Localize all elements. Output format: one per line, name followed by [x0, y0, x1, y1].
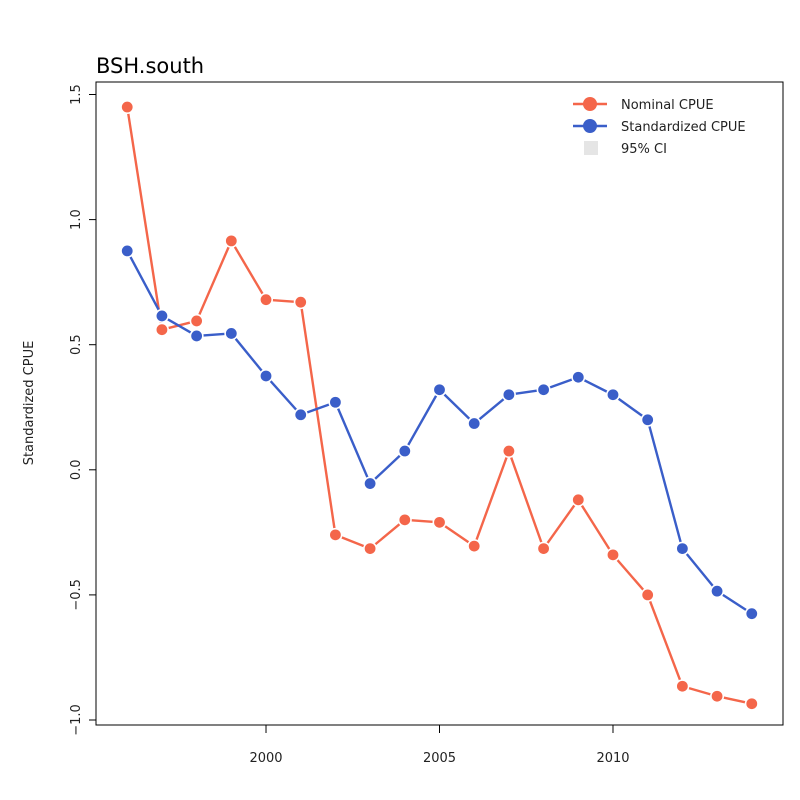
- legend-marker: [583, 97, 597, 111]
- y-tick-label: −1.0: [69, 704, 84, 736]
- series-point: [605, 387, 620, 402]
- legend-ci-swatch: [584, 141, 598, 155]
- series-point: [467, 539, 482, 554]
- series-point: [675, 541, 690, 556]
- series-point: [363, 476, 378, 491]
- y-tick-label: 1.0: [69, 209, 84, 230]
- series-point: [224, 326, 239, 341]
- series-point: [501, 444, 516, 459]
- series-line: [126, 106, 753, 705]
- series-point: [432, 382, 447, 397]
- series-point: [744, 606, 759, 621]
- series-point: [397, 444, 412, 459]
- series-0: [120, 100, 759, 711]
- series-point: [120, 100, 135, 115]
- series-point: [154, 322, 169, 337]
- legend-label: Standardized CPUE: [621, 120, 746, 135]
- series-point: [640, 587, 655, 602]
- series-point: [293, 295, 308, 310]
- series-point: [120, 243, 135, 258]
- x-tick-label: 2000: [249, 751, 282, 766]
- series-point: [328, 527, 343, 542]
- y-tick-label: −0.5: [69, 579, 84, 611]
- series-point: [189, 313, 204, 328]
- series-point: [259, 368, 274, 383]
- legend: Nominal CPUE Standardized CPUE 95% CI: [573, 97, 746, 157]
- y-tick-label: 1.5: [69, 84, 84, 105]
- series-point: [744, 696, 759, 711]
- y-axis-label: Standardized CPUE: [22, 341, 37, 466]
- legend-label: 95% CI: [621, 142, 667, 157]
- series-point: [432, 515, 447, 530]
- series-point: [710, 689, 725, 704]
- y-tick-label: 0.0: [69, 459, 84, 480]
- series-point: [675, 679, 690, 694]
- series-1: [120, 243, 759, 621]
- series-point: [536, 541, 551, 556]
- plot-frame: [95, 81, 784, 726]
- series-point: [605, 547, 620, 562]
- legend-label: Nominal CPUE: [621, 98, 714, 113]
- series-point: [467, 416, 482, 431]
- series-point: [328, 395, 343, 410]
- series-point: [293, 407, 308, 422]
- series-point: [189, 328, 204, 343]
- series-point: [536, 382, 551, 397]
- series-point: [571, 370, 586, 385]
- series-point: [571, 492, 586, 507]
- series-point: [640, 412, 655, 427]
- series-point: [224, 233, 239, 248]
- series-point: [501, 387, 516, 402]
- series-point: [363, 541, 378, 556]
- series-point: [710, 584, 725, 599]
- chart-title: BSH.south: [96, 54, 204, 78]
- series-point: [154, 308, 169, 323]
- y-tick-label: 0.5: [69, 334, 84, 355]
- series-point: [259, 292, 274, 307]
- x-tick-label: 2005: [423, 751, 456, 766]
- series-point: [397, 512, 412, 527]
- axes: −1.0 −0.5 0.0 0.5 1.0 1.5 2000 2005 2010: [69, 84, 630, 766]
- series-line: [126, 250, 753, 615]
- x-tick-label: 2010: [596, 751, 629, 766]
- legend-marker: [583, 119, 597, 133]
- series-layer: [120, 100, 759, 711]
